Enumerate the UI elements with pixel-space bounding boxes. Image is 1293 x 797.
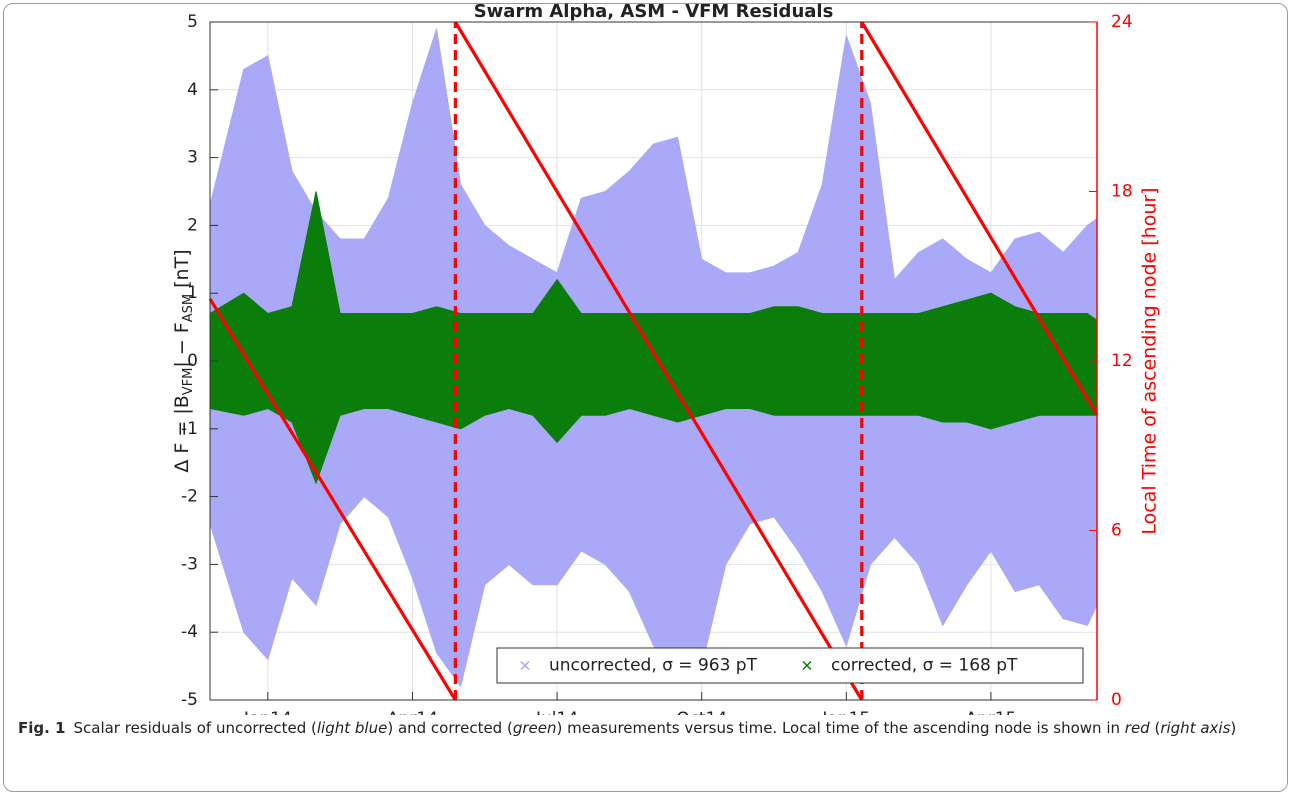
legend-marker xyxy=(520,660,530,671)
x-tick-label: Apr14 xyxy=(387,709,438,715)
figure-frame xyxy=(3,3,1288,792)
y2-axis-label: Local Time of ascending node [hour] xyxy=(1139,187,1161,534)
y-tick-label: 1 xyxy=(187,283,198,303)
caption-text: ( xyxy=(1149,719,1161,737)
legend-label: uncorrected, σ = 963 pT xyxy=(549,656,758,676)
caption-text: Scalar residuals of uncorrected ( xyxy=(73,719,317,737)
legend-label: corrected, σ = 168 pT xyxy=(831,656,1018,676)
y-tick-label: 4 xyxy=(187,80,198,100)
y-tick-label: -4 xyxy=(181,622,198,642)
caption-text: ) xyxy=(1230,719,1237,737)
chart: Jan14 Apr14 Jul14 Oct14 Jan15 Apr15 -5 -4 -3 -2 -1… xyxy=(171,1,1161,715)
y2-tick-label: 24 xyxy=(1111,12,1133,32)
caption-text: right axis xyxy=(1160,719,1231,737)
caption-label: Fig. 1 xyxy=(18,719,66,737)
line xyxy=(860,21,1099,416)
caption-text: ) and corrected ( xyxy=(387,719,513,737)
y-axis-label-part: [nT] xyxy=(171,249,193,294)
legend-marker xyxy=(802,660,812,671)
caption-text: red xyxy=(1124,719,1150,737)
caption-text: ) measurements versus time. Local time o… xyxy=(556,719,1125,737)
y-tick-label: 5 xyxy=(187,12,198,32)
x-tick-label: Jan15 xyxy=(821,709,870,715)
y-axis-label-part: ASM xyxy=(181,294,196,322)
caption: Fig. 1 Scalar residuals of uncorrected (l… xyxy=(18,718,1268,739)
y-tick-label: 2 xyxy=(187,215,198,235)
y-tick-label: -5 xyxy=(181,690,198,710)
legend-box xyxy=(496,647,1084,684)
y-tick-label: 3 xyxy=(187,148,198,168)
y-axis-label: Δ F = |BVFM| − FASM [nT] xyxy=(171,249,196,472)
x-tick-label: Jul14 xyxy=(535,709,578,715)
y-tick-label: -1 xyxy=(181,419,198,439)
line xyxy=(208,298,457,701)
y-axis-label-part: VFM xyxy=(181,368,196,396)
y2-tick-label: 6 xyxy=(1111,521,1122,541)
y2-tick-label: 12 xyxy=(1111,351,1133,371)
x-tick-label: Apr15 xyxy=(965,709,1016,715)
caption-text: light blue xyxy=(316,719,388,737)
caption-text: green xyxy=(512,719,557,737)
x-tick-label: Oct14 xyxy=(676,709,727,715)
y-axis-label-part: | − F xyxy=(171,322,193,367)
y-tick-label: 0 xyxy=(187,351,198,371)
y2-tick-label: 18 xyxy=(1111,182,1133,202)
y2-tick-label: 0 xyxy=(1111,690,1122,710)
y-tick-label: -2 xyxy=(181,487,198,507)
y-tick-label: -3 xyxy=(181,554,198,574)
y-axis-label-part: Δ F = |B xyxy=(171,395,193,472)
x-tick-label: Jan14 xyxy=(243,709,292,715)
chart-title: Swarm Alpha, ASM - VFM Residuals xyxy=(474,1,834,22)
line xyxy=(453,21,864,701)
